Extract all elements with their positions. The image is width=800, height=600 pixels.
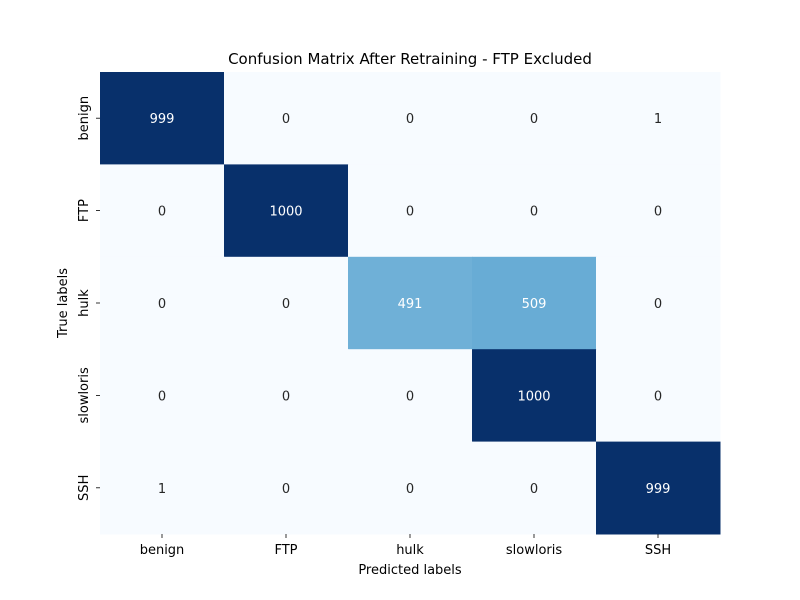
cell-value-label: 0 xyxy=(282,389,290,404)
heatmap-cell xyxy=(348,349,473,443)
heatmap-cell xyxy=(224,72,349,165)
cell-value-label: 0 xyxy=(654,389,662,404)
heatmap-cell xyxy=(596,164,721,258)
x-axis-title: Predicted labels xyxy=(358,563,462,578)
cell-value-label: 0 xyxy=(282,482,290,497)
cell-value-label: 0 xyxy=(282,297,290,312)
x-tick-label: FTP xyxy=(274,543,297,558)
heatmap-cell xyxy=(348,441,473,535)
heatmap-cell xyxy=(224,441,349,535)
heatmap-cell xyxy=(348,164,473,258)
cell-value-label: 0 xyxy=(158,389,166,404)
cell-value-label: 1 xyxy=(158,482,166,497)
heatmap-cell xyxy=(596,441,721,535)
x-tick-label: slowloris xyxy=(506,543,562,558)
y-tick-label: SSH xyxy=(77,475,92,501)
heatmap-cell xyxy=(472,441,597,535)
cell-value-label: 0 xyxy=(654,205,662,220)
heatmap-cell xyxy=(100,441,225,535)
cell-value-label: 509 xyxy=(522,297,547,312)
cell-value-label: 0 xyxy=(406,389,414,404)
cell-value-label: 0 xyxy=(158,205,166,220)
cell-value-label: 999 xyxy=(646,482,671,497)
heatmap-cell xyxy=(596,72,721,165)
cell-value-label: 0 xyxy=(282,112,290,127)
x-tick-label: hulk xyxy=(396,543,424,558)
x-tick-labels: benign FTP hulk slowloris SSH xyxy=(140,534,671,558)
heatmap-cell xyxy=(224,164,349,258)
heatmap-cell xyxy=(224,256,349,350)
heatmap-cell xyxy=(472,72,597,165)
heatmap-cells: 999 0 0 0 10 1000 0 0 00 0 491 509 00 0 0 1000 01 0 0 0 999 xyxy=(100,72,721,535)
cell-value-label: 0 xyxy=(530,112,538,127)
cell-value-label: 999 xyxy=(150,112,175,127)
cell-value-label: 0 xyxy=(530,205,538,220)
cell-value-label: 0 xyxy=(406,205,414,220)
y-tick-labels: benign FTP hulk slowloris SSH xyxy=(77,96,100,501)
heatmap-cell xyxy=(100,72,225,165)
heatmap-cell xyxy=(472,349,597,443)
heatmap-cell xyxy=(472,256,597,350)
y-axis-title: True labels xyxy=(56,268,71,339)
cell-value-label: 0 xyxy=(406,482,414,497)
heatmap-cell xyxy=(224,349,349,443)
heatmap-cell xyxy=(100,349,225,443)
y-tick-label: FTP xyxy=(77,199,92,222)
heatmap-cell xyxy=(348,256,473,350)
y-tick-label: benign xyxy=(77,96,92,141)
cell-value-label: 1000 xyxy=(517,389,550,404)
heatmap-cell xyxy=(596,349,721,443)
cell-value-label: 0 xyxy=(158,297,166,312)
y-tick-label: slowloris xyxy=(77,367,92,423)
heatmap-cell xyxy=(472,164,597,258)
cell-value-label: 1000 xyxy=(269,205,302,220)
x-tick-label: SSH xyxy=(645,543,671,558)
cell-value-label: 0 xyxy=(530,482,538,497)
y-tick-label: hulk xyxy=(77,289,92,317)
chart-title: Confusion Matrix After Retraining - FTP … xyxy=(228,50,592,68)
x-tick-label: benign xyxy=(140,543,185,558)
heatmap-cell xyxy=(100,256,225,350)
heatmap-cell xyxy=(596,256,721,350)
cell-value-label: 0 xyxy=(654,297,662,312)
cell-value-label: 0 xyxy=(406,112,414,127)
heatmap-cell xyxy=(348,72,473,165)
cell-value-label: 1 xyxy=(654,112,662,127)
cell-value-label: 491 xyxy=(398,297,423,312)
heatmap-cell xyxy=(100,164,225,258)
